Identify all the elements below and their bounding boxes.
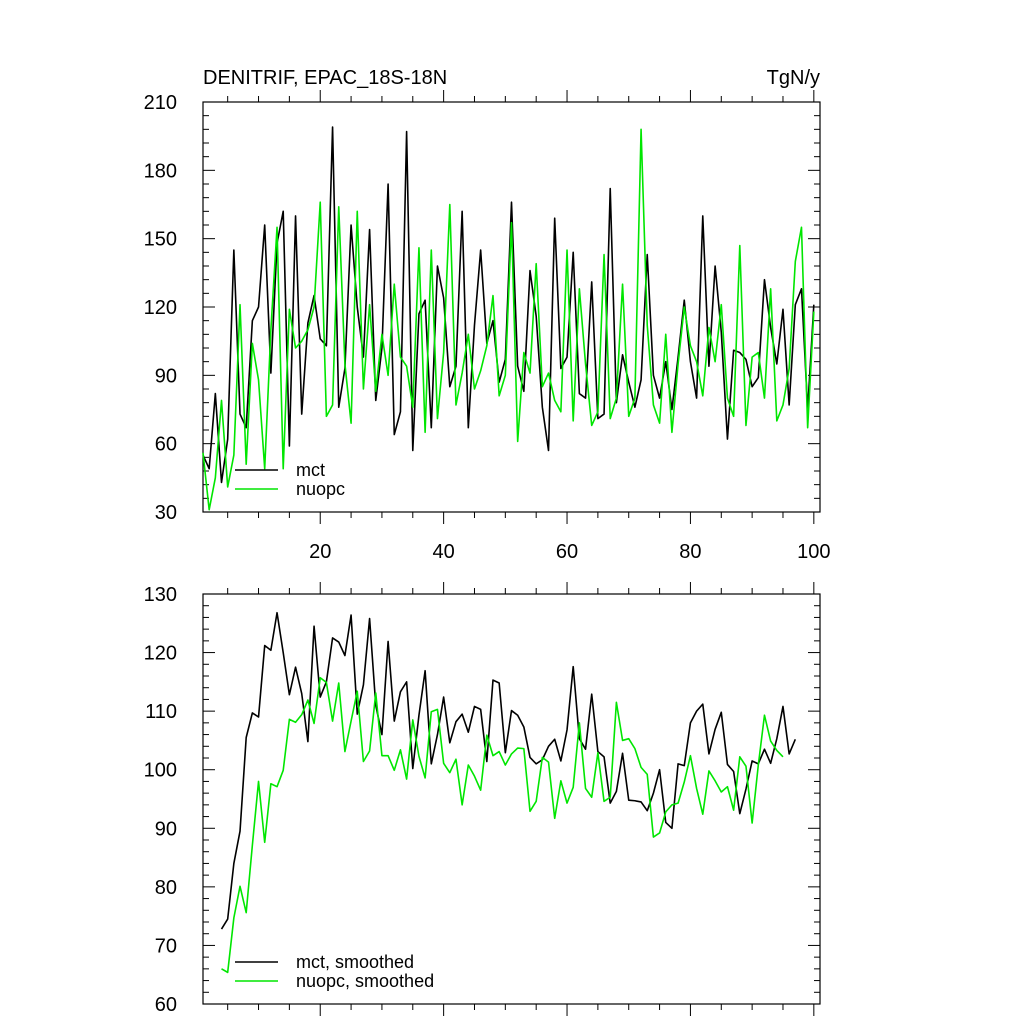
- bottom-y-tick-label: 130: [144, 584, 177, 606]
- top-y-axis: 30 60 90 120 150 180 210: [144, 92, 820, 524]
- bottom-x-axis: [227, 582, 815, 1016]
- bottom-series-line-mct-smoothed: [220, 611, 797, 930]
- bottom-y-tick-label: 110: [145, 701, 177, 723]
- bottom-y-tick-label: 90: [155, 818, 177, 840]
- top-legend-label-nuopc: nuopc: [296, 479, 345, 499]
- bottom-y-tick-label: 60: [155, 994, 177, 1016]
- top-x-tick-label: 20: [309, 541, 331, 563]
- bottom-y-tick-label: 80: [155, 877, 177, 899]
- bottom-y-tick-label: 100: [144, 760, 177, 782]
- bottom-y-axis: 60 70 80 90 100 110 120 130: [144, 584, 820, 1016]
- top-plot-frame: [202, 101, 821, 513]
- bottom-legend-label-mct-smoothed: mct, smoothed: [296, 952, 414, 972]
- top-y-tick-label: 30: [155, 502, 177, 524]
- top-legend-label-mct: mct: [296, 460, 325, 480]
- bottom-series-group: [220, 611, 797, 974]
- top-panel: DENITRIF, EPAC_18S-18N TgN/y 30 60 90 120 15…: [144, 67, 831, 563]
- top-legend: mct nuopc: [235, 460, 345, 499]
- top-y-tick-label: 60: [155, 434, 177, 456]
- top-x-tick-label: 100: [797, 541, 830, 563]
- top-series-group: [202, 126, 815, 511]
- bottom-series-line-nuopc-smoothed: [221, 676, 784, 974]
- bottom-plot-frame: [202, 593, 821, 1005]
- top-y-tick-label: 150: [144, 229, 177, 251]
- bottom-y-tick-label: 120: [144, 643, 177, 665]
- bottom-legend: mct, smoothed nuopc, smoothed: [235, 952, 434, 991]
- bottom-y-tick-label: 70: [155, 935, 177, 957]
- bottom-legend-label-nuopc-smoothed: nuopc, smoothed: [296, 971, 434, 991]
- top-series-line-nuopc: [202, 128, 815, 511]
- top-chart-units: TgN/y: [767, 67, 820, 89]
- bottom-panel: 60 70 80 90 100 110 120 130 mct, smoothed nuopc…: [144, 582, 821, 1016]
- top-chart-title: DENITRIF, EPAC_18S-18N: [203, 67, 447, 89]
- top-y-tick-label: 120: [144, 297, 177, 319]
- top-x-tick-label: 60: [556, 541, 578, 563]
- top-y-tick-label: 180: [144, 160, 177, 182]
- top-y-tick-label: 210: [144, 92, 177, 114]
- top-x-tick-label: 40: [433, 541, 455, 563]
- top-y-tick-label: 90: [155, 365, 177, 387]
- top-x-axis: 20 40 60 80 100: [227, 90, 831, 563]
- top-x-tick-label: 80: [679, 541, 701, 563]
